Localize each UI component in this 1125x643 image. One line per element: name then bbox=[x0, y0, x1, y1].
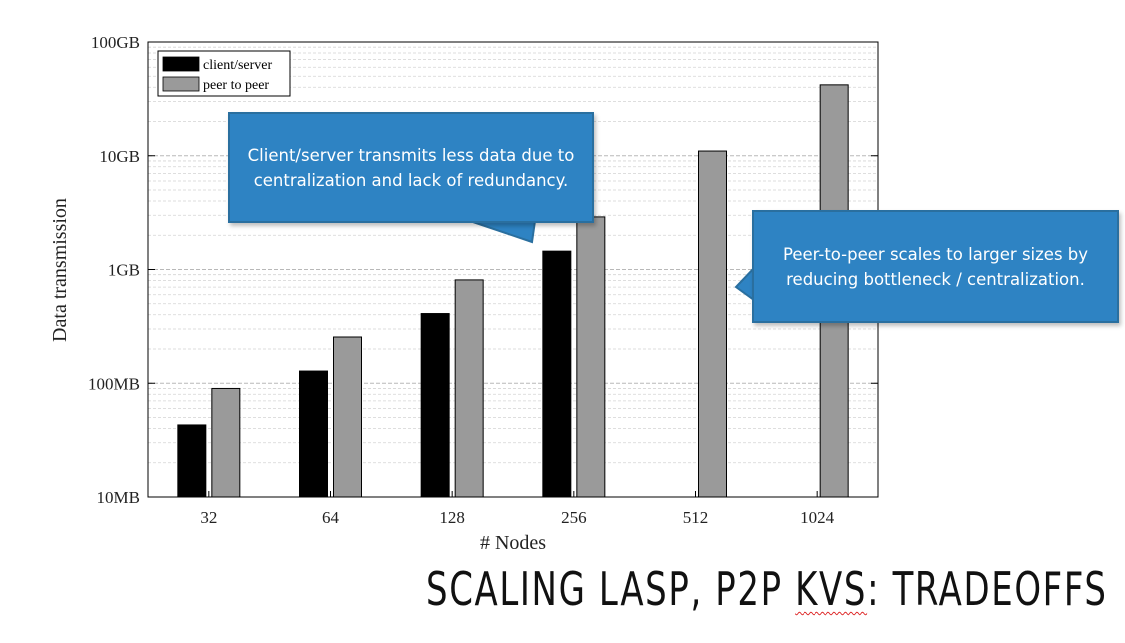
bar-peer-to-peer-512 bbox=[698, 150, 727, 498]
bar-peer-to-peer-32 bbox=[211, 387, 241, 498]
y-axis-ticks: 10MB 100MB 1GB 10GB 100GB bbox=[88, 33, 878, 507]
bar-peer-to-peer-256 bbox=[576, 216, 606, 498]
slide-title-kvs: KVS bbox=[795, 562, 868, 616]
callout-peer-to-peer-box: Peer-to-peer scales to larger sizes by r… bbox=[752, 210, 1119, 323]
bar-client-server-64 bbox=[299, 370, 328, 498]
legend: client/server peer to peer bbox=[157, 50, 291, 97]
y-tick-label: 1GB bbox=[108, 261, 140, 280]
slide-title-part1: SCALING LASP, P2P bbox=[426, 562, 796, 616]
legend-label-peer-to-peer: peer to peer bbox=[203, 78, 269, 93]
bar-peer-to-peer-64 bbox=[333, 336, 362, 498]
bar-client-server-32 bbox=[177, 424, 207, 498]
x-tick-label: 32 bbox=[200, 508, 217, 527]
y-tick-label: 100GB bbox=[91, 33, 140, 52]
bar-client-server-128 bbox=[420, 313, 450, 498]
callout-client-server-box: Client/server transmits less data due to… bbox=[228, 112, 594, 223]
y-tick-label: 10GB bbox=[99, 147, 140, 166]
callout-client-server-text: Client/server transmits less data due to… bbox=[247, 145, 575, 190]
bar-peer-to-peer-128 bbox=[454, 279, 484, 498]
y-axis-label: Data transmission bbox=[49, 198, 71, 342]
legend-swatch-client-server bbox=[162, 56, 200, 72]
x-axis-ticks: 32 64 128 256 512 1024 bbox=[200, 491, 835, 527]
x-tick-label: 1024 bbox=[800, 508, 835, 527]
bar-client-server-256 bbox=[542, 250, 572, 498]
y-tick-label: 10MB bbox=[97, 488, 140, 507]
slide-title: SCALING LASP, P2P KVS: TRADEOFFS bbox=[426, 562, 1106, 616]
legend-swatch-peer-to-peer bbox=[162, 76, 200, 92]
legend-label-client-server: client/server bbox=[203, 58, 273, 73]
x-tick-label: 512 bbox=[683, 508, 709, 527]
callout-peer-to-peer-text: Peer-to-peer scales to larger sizes by r… bbox=[782, 244, 1089, 289]
slide-title-part3: : TRADEOFFS bbox=[867, 562, 1108, 616]
x-axis-label: # Nodes bbox=[480, 532, 546, 554]
x-tick-label: 128 bbox=[439, 508, 465, 527]
x-tick-label: 64 bbox=[322, 508, 340, 527]
y-tick-label: 100MB bbox=[88, 374, 140, 393]
x-tick-label: 256 bbox=[561, 508, 587, 527]
